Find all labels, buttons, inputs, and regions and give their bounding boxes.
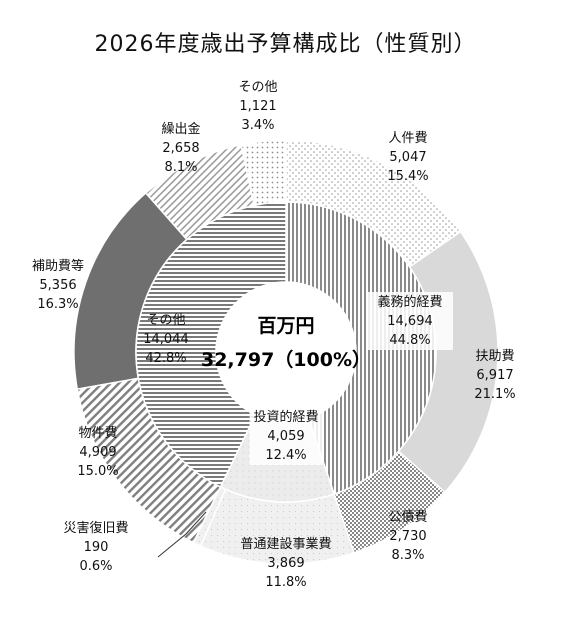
outer-label-0-name: 人件費 [388, 131, 427, 146]
outer-label-5-value: 4,909 [79, 445, 116, 460]
outer-label-8-value: 1,121 [239, 99, 276, 114]
outer-label-3-percent: 11.8% [265, 575, 306, 590]
outer-label-3-value: 3,869 [267, 556, 304, 571]
center-title: 百万円 [257, 315, 314, 337]
inner-label-2: その他 14,044 42.8% [143, 313, 189, 366]
outer-label-5-name: 物件費 [78, 426, 117, 441]
outer-label-6-value: 5,356 [39, 278, 76, 293]
inner-label-2-percent: 42.8% [145, 351, 186, 366]
outer-label-0-percent: 15.4% [387, 169, 428, 184]
inner-label-2-value: 14,044 [143, 332, 189, 347]
outer-label-1-name: 扶助費 [475, 349, 514, 364]
outer-label-2-percent: 8.3% [391, 548, 424, 563]
outer-label-4: 災害復旧費 190 0.6% [63, 520, 128, 574]
outer-label-7: 繰出金 2,658 8.1% [161, 121, 200, 175]
outer-label-4-value: 190 [84, 540, 109, 555]
inner-label-2-name: その他 [146, 313, 185, 328]
inner-label-0-percent: 44.8% [389, 333, 430, 348]
chart-title: 2026年度歳出予算構成比（性質別） [94, 32, 477, 57]
outer-label-2: 公債費 2,730 8.3% [388, 510, 427, 563]
inner-slice-2 [135, 201, 287, 488]
outer-label-0-value: 5,047 [389, 150, 426, 165]
inner-label-1-value: 4,059 [267, 429, 304, 444]
inner-label-1-percent: 12.4% [265, 448, 306, 463]
outer-label-8-name: その他 [238, 80, 277, 95]
inner-label-0: 義務的経費 14,694 44.8% [367, 292, 453, 350]
outer-label-5: 物件費 4,909 15.0% [77, 426, 118, 479]
outer-label-3-name: 普通建設事業費 [240, 536, 331, 552]
inner-label-1-name: 投資的経費 [253, 409, 318, 425]
outer-label-7-value: 2,658 [162, 141, 199, 156]
outer-label-7-name: 繰出金 [161, 121, 200, 137]
leader-line-disaster [157, 511, 207, 558]
outer-label-1-value: 6,917 [476, 368, 513, 383]
outer-label-7-percent: 8.1% [164, 160, 197, 175]
outer-label-5-percent: 15.0% [77, 464, 118, 479]
outer-label-1: 扶助費 6,917 21.1% [474, 349, 515, 402]
outer-label-1-percent: 21.1% [474, 387, 515, 402]
outer-label-6-name: 補助費等 [32, 258, 84, 274]
outer-label-6: 補助費等 5,356 16.3% [32, 258, 84, 312]
outer-label-4-percent: 0.6% [79, 559, 112, 574]
center-total: 32,797（100%） [201, 348, 371, 371]
inner-label-0-value: 14,694 [387, 314, 433, 329]
outer-label-8: その他 1,121 3.4% [238, 80, 277, 133]
outer-label-4-name: 災害復旧費 [63, 520, 128, 536]
outer-label-2-value: 2,730 [389, 529, 426, 544]
outer-label-8-percent: 3.4% [241, 118, 274, 133]
outer-label-0: 人件費 5,047 15.4% [387, 131, 428, 184]
outer-label-6-percent: 16.3% [37, 297, 78, 312]
outer-label-2-name: 公債費 [388, 510, 427, 525]
inner-label-0-name: 義務的経費 [377, 294, 442, 310]
inner-label-1: 投資的経費 4,059 12.4% [249, 407, 323, 465]
outer-label-3: 普通建設事業費 3,869 11.8% [240, 536, 331, 590]
inner-slice-0 [285, 201, 437, 496]
